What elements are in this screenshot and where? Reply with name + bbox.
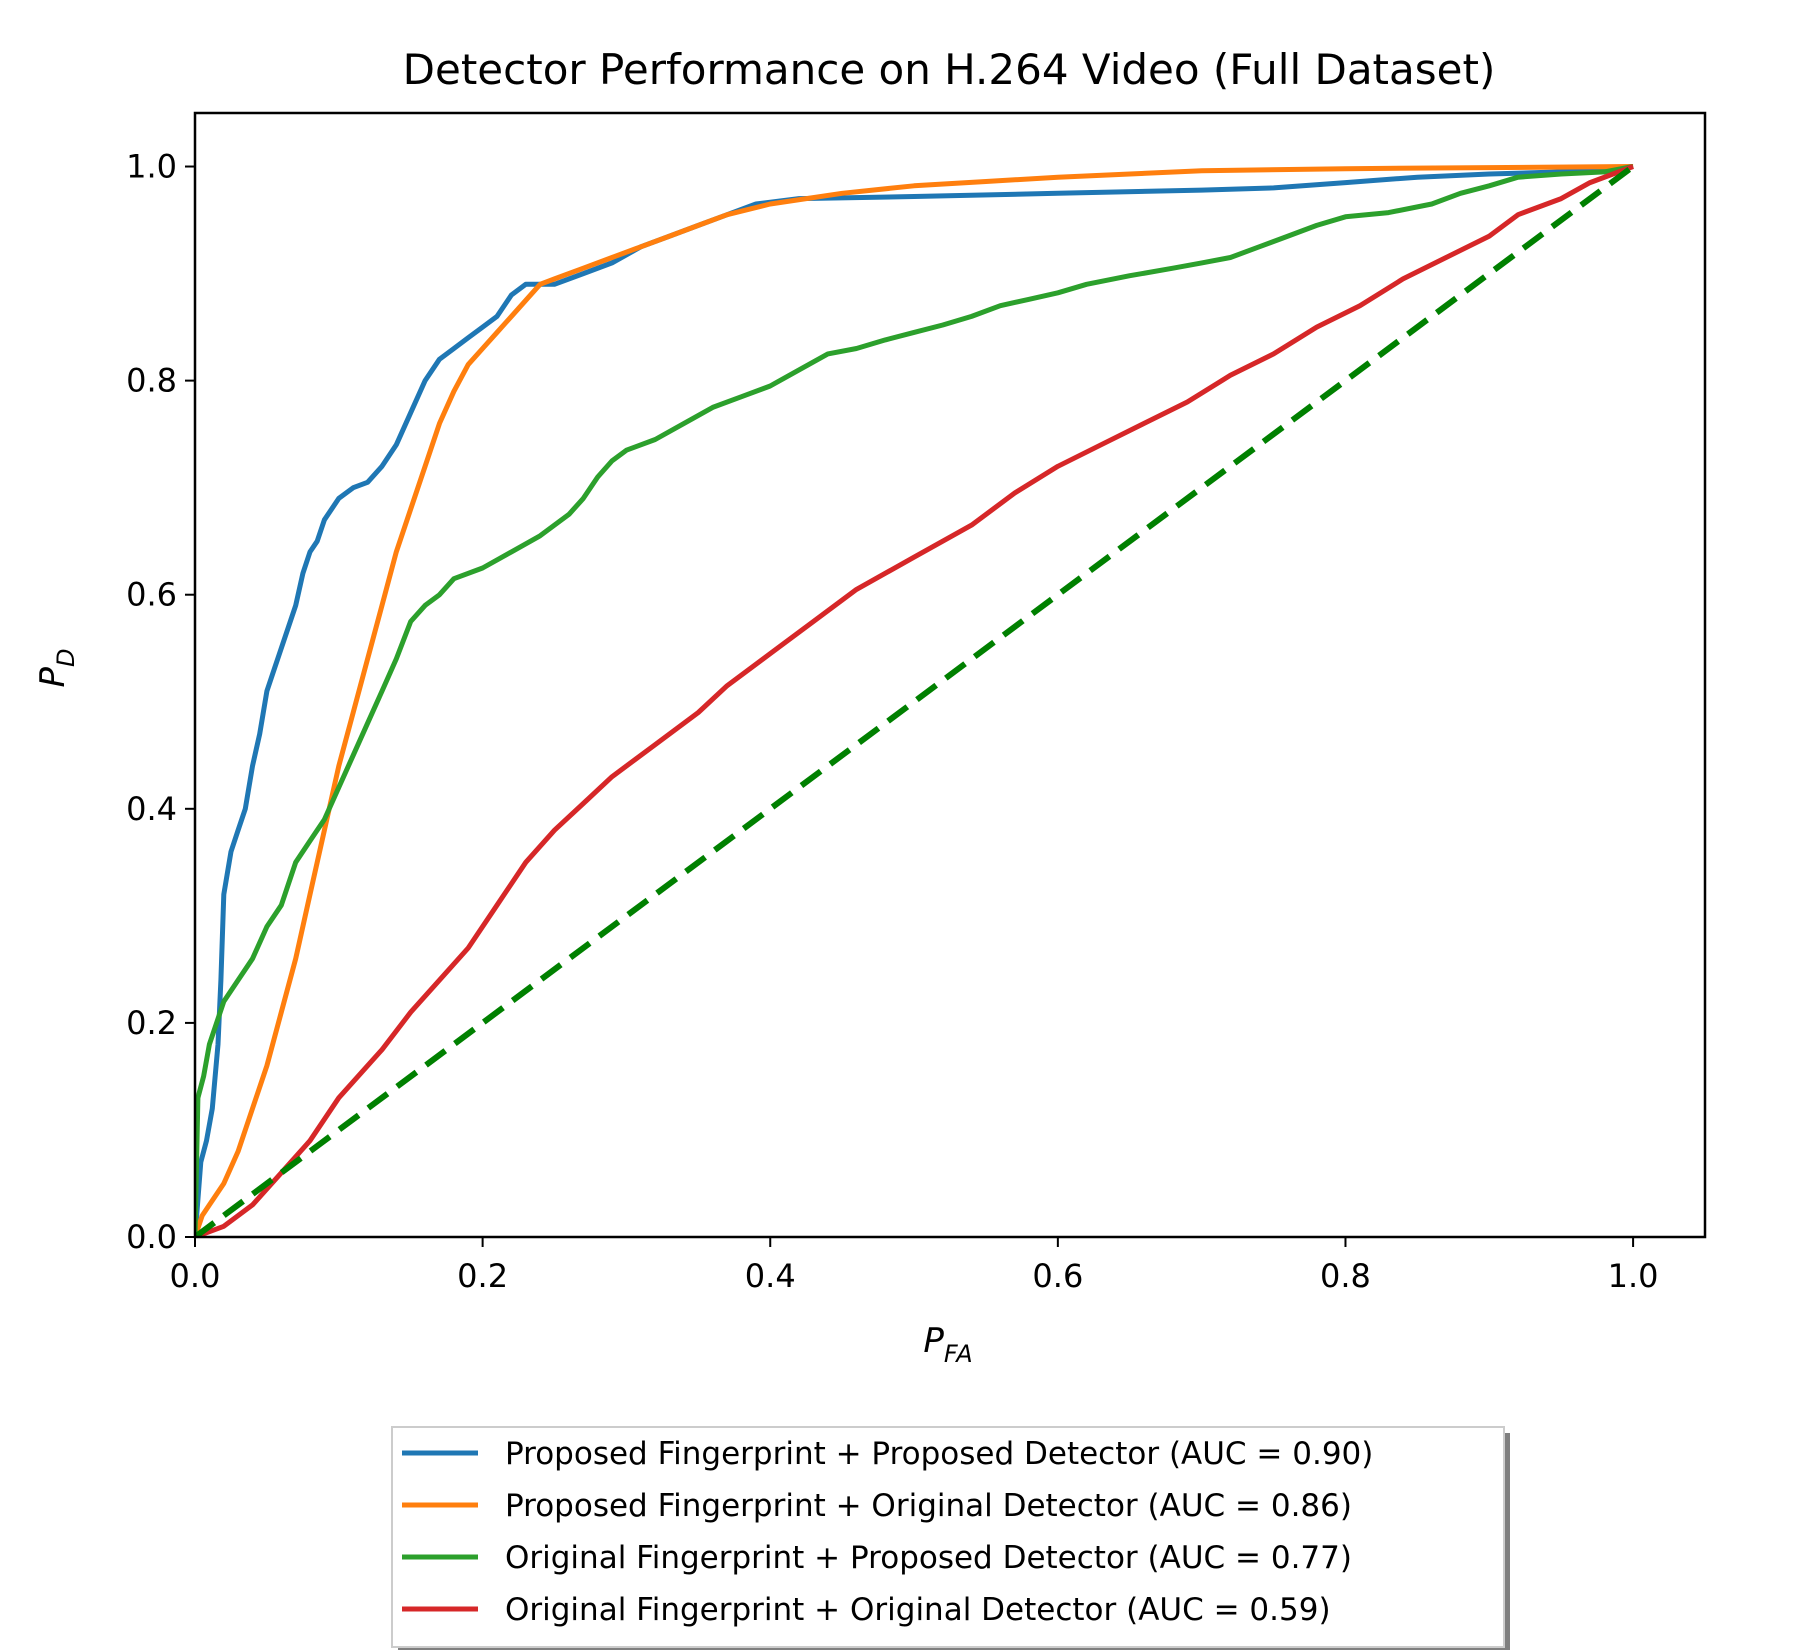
chance-diagonal-line xyxy=(195,164,1635,1237)
y-tick-label: 1.0 xyxy=(126,148,177,186)
legend-label-3: Original Fingerprint + Proposed Detector… xyxy=(505,1540,1352,1576)
plot-frame xyxy=(193,111,1707,1239)
legend-box xyxy=(391,1426,1505,1648)
chart-title: Detector Performance on H.264 Video (Ful… xyxy=(403,45,1496,94)
x-tick-label: 0.6 xyxy=(1032,1257,1083,1295)
legend-label-1: Proposed Fingerprint + Proposed Detector… xyxy=(505,1436,1373,1472)
series-line-2 xyxy=(195,164,1634,1237)
series-line-3 xyxy=(195,164,1634,1237)
x-tick-label: 0.4 xyxy=(745,1257,796,1295)
y-tick-label: 0.2 xyxy=(126,1004,177,1042)
series-line-1 xyxy=(195,164,1634,1237)
plot-area xyxy=(193,111,1707,1239)
x-tick-label: 1.0 xyxy=(1608,1257,1659,1295)
y-tick-label: 0.8 xyxy=(126,362,177,400)
y-tick-label: 0.0 xyxy=(126,1218,177,1256)
x-tick-label: 0.2 xyxy=(457,1257,508,1295)
x-tick-label: 0.0 xyxy=(170,1257,221,1295)
legend-label-2: Proposed Fingerprint + Original Detector… xyxy=(505,1488,1352,1524)
y-tick-label: 0.6 xyxy=(126,576,177,614)
y-tick-label: 0.4 xyxy=(126,790,177,828)
x-tick-label: 0.8 xyxy=(1320,1257,1371,1295)
legend-label-4: Original Fingerprint + Original Detector… xyxy=(505,1592,1331,1628)
y-axis-label: PD xyxy=(33,649,80,688)
series-line-4 xyxy=(195,164,1634,1237)
axis-ticks: 0.0 0.2 0.4 0.6 0.8 1.0 0.0 0.2 0.4 0.6 0.8 1.0 xyxy=(126,148,1658,1295)
legend: Proposed Fingerprint + Proposed Detector… xyxy=(391,1426,1510,1650)
x-axis-label: PFA xyxy=(923,1321,972,1368)
